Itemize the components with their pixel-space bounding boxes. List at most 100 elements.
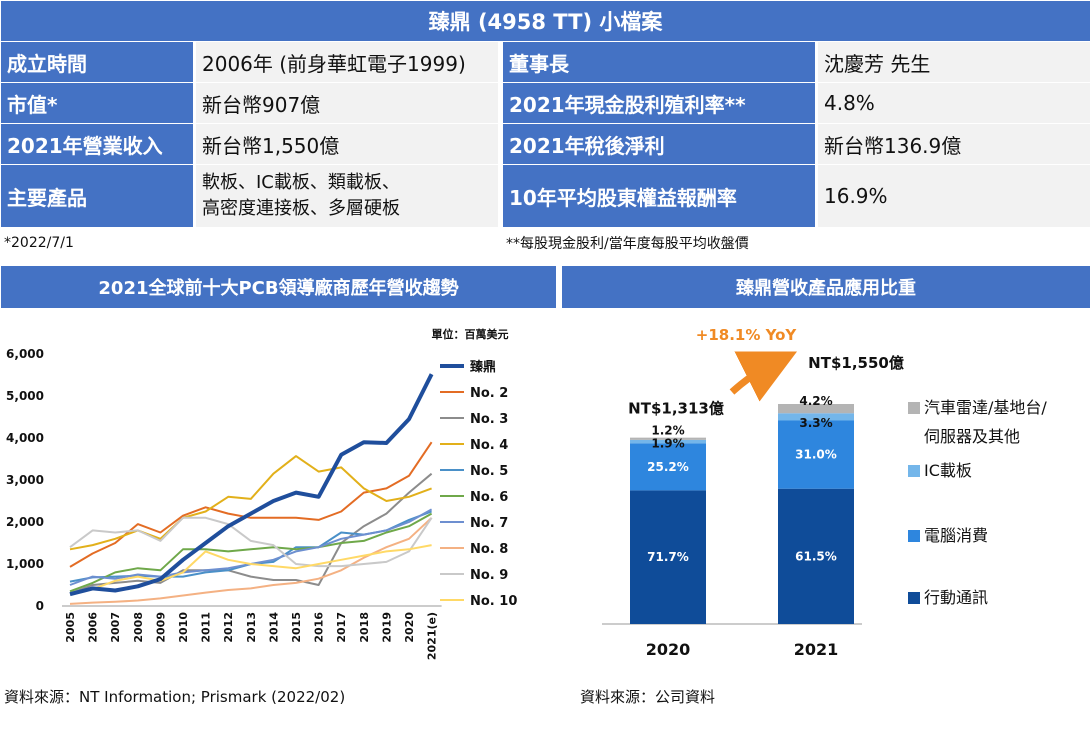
segment-label: 25.2% bbox=[647, 460, 689, 474]
profile-label: 主要產品 bbox=[1, 165, 193, 227]
profile-row: 成立時間 2006年 (前身華虹電子1999) 董事長 沈慶芳 先生 bbox=[1, 42, 1090, 82]
segment-label: 3.3% bbox=[799, 416, 832, 430]
profile-label: 2021年稅後淨利 bbox=[503, 124, 815, 164]
profile-value: 4.8% bbox=[818, 83, 1090, 123]
footnote-right: **每股現金股利/當年度每股平均收盤價 bbox=[506, 236, 749, 252]
bar-chart-title: 臻鼎營收產品應用比重 bbox=[562, 266, 1090, 308]
unit-label: 單位：百萬美元 bbox=[432, 327, 509, 341]
legend-label: 伺服器及其他 bbox=[924, 427, 1020, 446]
profile-label: 10年平均股東權益報酬率 bbox=[503, 165, 815, 227]
series-line bbox=[69, 373, 434, 597]
bar-total-label: NT$1,313億 bbox=[628, 400, 724, 418]
profile-label: 2021年營業收入 bbox=[1, 124, 193, 164]
profile-row: 市值* 新台幣907億 2021年現金股利殖利率** 4.8% bbox=[1, 83, 1090, 123]
profile-value: 沈慶芳 先生 bbox=[818, 42, 1090, 82]
x-tick-label: 2021(e) bbox=[426, 612, 439, 660]
yoy-label: +18.1% YoY bbox=[696, 326, 798, 344]
legend-label: No. 10 bbox=[470, 594, 517, 609]
legend-label: No. 6 bbox=[470, 490, 508, 505]
segment-label: 1.2% bbox=[651, 424, 684, 438]
x-tick-label: 2009 bbox=[154, 612, 167, 643]
x-tick-label: 2006 bbox=[87, 612, 100, 643]
x-tick-label: 2011 bbox=[200, 612, 213, 643]
profile-value: 新台幣1,550億 bbox=[196, 124, 498, 164]
legend-label: No. 5 bbox=[470, 464, 508, 479]
legend-swatch bbox=[908, 465, 920, 477]
x-tick-label: 2014 bbox=[267, 612, 280, 643]
bar-total-label: NT$1,550億 bbox=[808, 354, 904, 372]
segment-label: 4.2% bbox=[799, 394, 832, 408]
series-line bbox=[69, 508, 433, 586]
legend-swatch bbox=[908, 530, 920, 542]
source-right: 資料來源：公司資料 bbox=[580, 688, 716, 706]
x-tick-label: 2020 bbox=[403, 612, 416, 643]
footnote-left: *2022/7/1 bbox=[4, 235, 74, 251]
y-tick-label: 3,000 bbox=[6, 473, 44, 487]
series-line bbox=[69, 455, 432, 551]
bar-segment bbox=[778, 413, 854, 421]
bar-segment bbox=[630, 439, 706, 444]
y-tick-label: 5,000 bbox=[6, 389, 44, 403]
segment-label: 71.7% bbox=[647, 550, 689, 564]
legend-label: IC載板 bbox=[924, 461, 972, 480]
profile-row: 主要產品 軟板、IC載板、類載板、 高密度連接板、多層硬板 10年平均股東權益報… bbox=[1, 165, 1090, 227]
legend-label: 電腦消費 bbox=[924, 526, 988, 545]
profile-label: 2021年現金股利殖利率** bbox=[503, 83, 815, 123]
y-tick-label: 4,000 bbox=[6, 431, 44, 445]
x-tick-label: 2012 bbox=[222, 612, 235, 643]
series-line bbox=[69, 472, 433, 595]
x-tick-label: 2018 bbox=[358, 612, 371, 643]
source-left: 資料來源：NT Information; Prismark (2022/02) bbox=[4, 688, 346, 706]
profile-value: 16.9% bbox=[818, 165, 1090, 227]
legend-label: No. 7 bbox=[470, 516, 508, 531]
series-line bbox=[69, 516, 433, 568]
bar-chart: +18.1% YoY 71.7% 25.2% 1.9%1.2% NT$1,313億 20… bbox=[602, 326, 1047, 659]
x-tick-label: 2016 bbox=[313, 612, 326, 643]
profile-label: 董事長 bbox=[503, 42, 815, 82]
page-title: 臻鼎 (4958 TT) 小檔案 bbox=[1, 1, 1090, 41]
legend-swatch bbox=[908, 592, 920, 604]
y-tick-label: 0 bbox=[36, 599, 44, 613]
growth-arrow bbox=[729, 351, 798, 402]
legend-label: No. 2 bbox=[470, 386, 508, 401]
series-line bbox=[69, 544, 432, 595]
bar-segment bbox=[630, 490, 706, 624]
x-tick-label: 2007 bbox=[109, 612, 122, 643]
segment-label: 1.9% bbox=[651, 437, 684, 451]
x-tick-label: 2017 bbox=[335, 612, 348, 643]
x-tick-label: 2008 bbox=[132, 612, 145, 643]
line-chart-title: 2021全球前十大PCB領導廠商歷年營收趨勢 bbox=[1, 266, 556, 308]
profile-row: 2021年營業收入 新台幣1,550億 2021年稅後淨利 新台幣136.9億 bbox=[1, 124, 1090, 164]
legend-swatch bbox=[908, 402, 920, 414]
segment-label: 61.5% bbox=[795, 549, 837, 563]
products-line-2: 高密度連接板、多層硬板 bbox=[202, 198, 400, 219]
y-tick-label: 2,000 bbox=[6, 515, 44, 529]
y-tick-label: 1,000 bbox=[6, 557, 44, 571]
line-chart: 單位：百萬美元 0 1,000 2,000 3,000 4,000 5,000 6,000 2… bbox=[6, 327, 517, 660]
x-tick-label: 2013 bbox=[245, 612, 258, 643]
profile-label: 成立時間 bbox=[1, 42, 193, 82]
x-category-label: 2020 bbox=[646, 640, 691, 659]
segment-label: 31.0% bbox=[795, 448, 837, 462]
series-line bbox=[69, 441, 433, 568]
bar-segment bbox=[778, 420, 854, 489]
profile-value: 軟板、IC載板、類載板、 高密度連接板、多層硬板 bbox=[196, 165, 498, 227]
bar-segment bbox=[630, 437, 706, 440]
legend-label: No. 9 bbox=[470, 568, 508, 583]
x-tick-label: 2010 bbox=[177, 612, 190, 643]
profile-value: 新台幣136.9億 bbox=[818, 124, 1090, 164]
x-tick-label: 2005 bbox=[64, 612, 77, 643]
legend-label: 汽車雷達/基地台/ bbox=[924, 398, 1047, 417]
bar-segment bbox=[778, 488, 854, 624]
bar-segment bbox=[778, 404, 854, 414]
profile-value: 2006年 (前身華虹電子1999) bbox=[196, 42, 498, 82]
series-line bbox=[69, 512, 433, 593]
products-line-1: 軟板、IC載板、類載板、 bbox=[202, 171, 400, 193]
legend-label: No. 4 bbox=[470, 438, 508, 453]
bar-segment bbox=[630, 443, 706, 491]
profile-label: 市值* bbox=[1, 83, 193, 123]
y-tick-label: 6,000 bbox=[6, 347, 44, 361]
legend-label: No. 3 bbox=[470, 412, 508, 427]
x-tick-label: 2015 bbox=[290, 612, 303, 643]
legend-label: No. 8 bbox=[470, 542, 508, 557]
